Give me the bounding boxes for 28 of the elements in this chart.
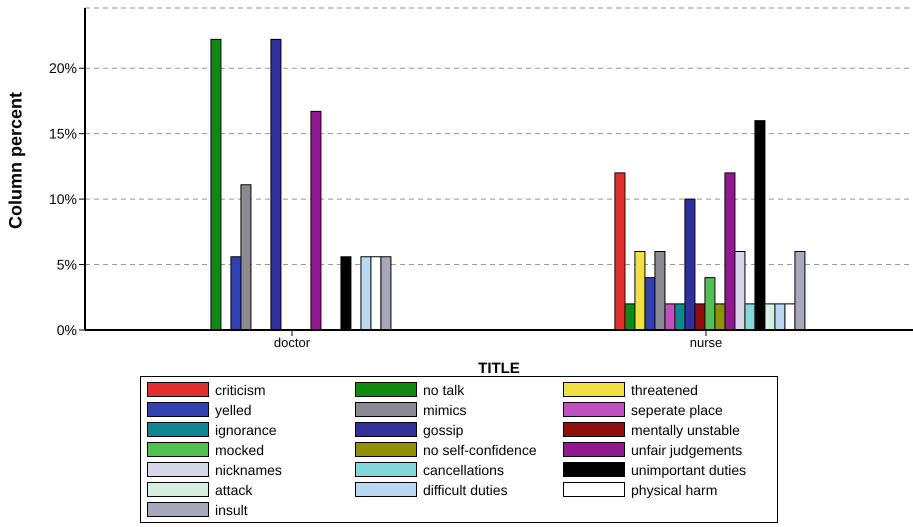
y-tick-label: 20%: [48, 60, 77, 76]
legend-label: physical harm: [631, 482, 718, 498]
legend-label: threatened: [631, 382, 698, 398]
y-tick-label: 0%: [56, 322, 77, 338]
legend-label: mocked: [215, 442, 264, 458]
legend-label: attack: [215, 482, 252, 498]
legend-label: unfair judgements: [631, 442, 742, 458]
y-axis-title: Column percent: [5, 92, 26, 229]
legend-label: insult: [215, 502, 248, 518]
y-tick-label: 15%: [48, 126, 77, 142]
y-tick-label: 5%: [56, 256, 77, 273]
legend-label: mentally unstable: [631, 422, 740, 438]
legend-label: yelled: [215, 402, 252, 418]
legend-label: no self-confidence: [423, 442, 537, 458]
legend-label: difficult duties: [423, 482, 508, 498]
legend-label: unimportant duties: [631, 462, 746, 478]
x-axis-title: TITLE: [478, 360, 520, 377]
y-tick-label: 10%: [48, 191, 77, 208]
legend-label: cancellations: [423, 462, 504, 478]
legend-label: criticism: [215, 382, 266, 398]
x-tick-label: doctor: [274, 335, 311, 350]
legend-label: ignorance: [215, 422, 276, 438]
x-tick-label: nurse: [690, 335, 722, 350]
legend-label: nicknames: [215, 462, 282, 478]
legend-label: no talk: [423, 382, 464, 398]
legend-label: seperate place: [631, 402, 723, 418]
legend-label: mimics: [423, 402, 467, 418]
legend-label: gossip: [423, 422, 464, 438]
